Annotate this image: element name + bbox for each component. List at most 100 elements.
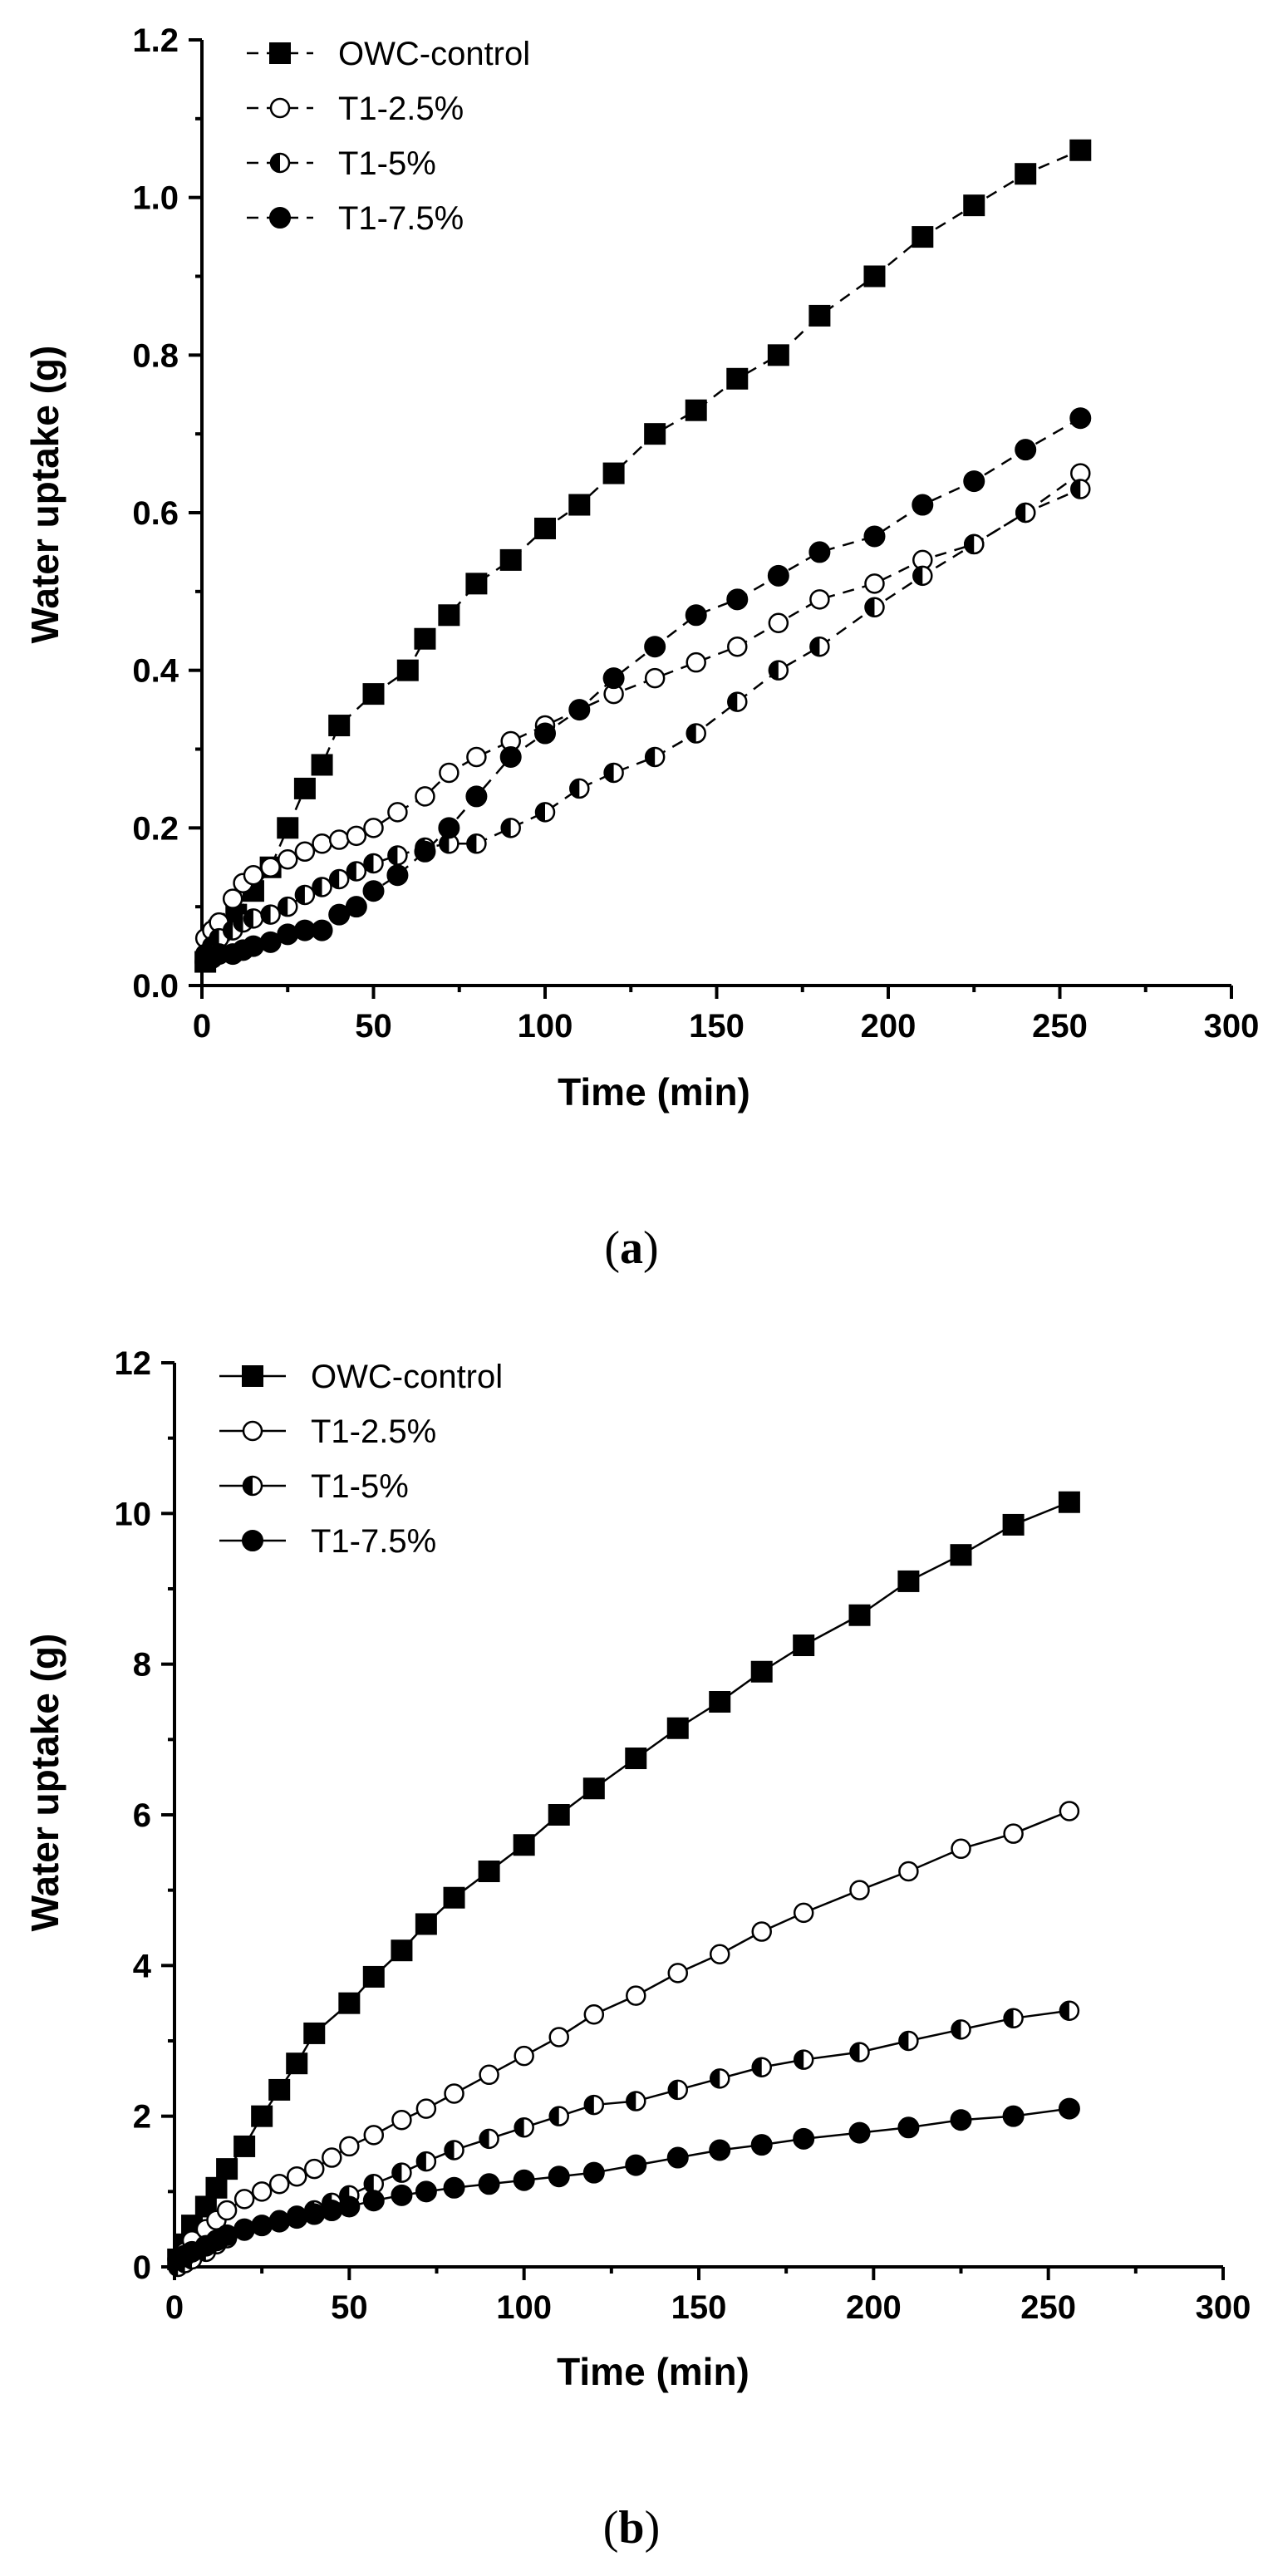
- data-point: [443, 2176, 465, 2199]
- data-point: [443, 1886, 465, 1909]
- legend-label: OWC-control: [311, 1359, 503, 1395]
- y-tick-label: 0.2: [132, 810, 179, 847]
- data-point: [479, 2128, 499, 2150]
- data-point: [338, 2195, 361, 2218]
- data-point: [709, 2139, 731, 2161]
- y-tick-label: 2: [133, 2099, 151, 2136]
- data-point: [387, 802, 408, 823]
- data-point: [363, 2174, 385, 2195]
- data-point: [534, 802, 556, 823]
- data-point: [514, 2117, 534, 2138]
- data-point: [362, 880, 385, 902]
- data-point: [514, 2045, 534, 2067]
- data-point: [898, 2030, 919, 2052]
- legend-marker: [269, 42, 291, 64]
- data-point: [386, 864, 409, 887]
- x-tick-label: 250: [1032, 1008, 1088, 1045]
- panel-label: (b): [603, 2502, 660, 2554]
- data-point: [912, 565, 933, 587]
- data-point: [751, 2057, 772, 2077]
- data-point: [1002, 1513, 1025, 1536]
- series-T1-2.5%: [194, 463, 1091, 949]
- data-point: [465, 785, 488, 808]
- data-point: [311, 754, 333, 776]
- data-point: [963, 194, 985, 217]
- data-point: [439, 762, 459, 784]
- data-point: [726, 367, 749, 390]
- data-point: [439, 833, 459, 854]
- legend-label: T1-7.5%: [338, 200, 464, 237]
- legend-item: T1-5%: [219, 1468, 409, 1505]
- data-point: [583, 2094, 605, 2116]
- data-point: [626, 1985, 646, 2006]
- x-tick-label: 300: [1196, 2289, 1251, 2326]
- data-point: [363, 2125, 385, 2146]
- y-tick-label: 8: [133, 1647, 151, 1684]
- data-point: [644, 636, 666, 658]
- legend-label: T1-7.5%: [311, 1523, 436, 1560]
- y-tick-label: 0: [133, 2249, 151, 2286]
- data-point: [964, 533, 985, 555]
- legend-label: T1-2.5%: [311, 1413, 436, 1450]
- data-point: [848, 2121, 871, 2144]
- legend-item: T1-2.5%: [219, 1413, 436, 1450]
- data-point: [951, 1838, 971, 1860]
- data-point: [963, 470, 985, 493]
- data-point: [750, 2134, 773, 2156]
- panel-b: Time (min) Water uptake (g) (b) 0 50 100 15…: [0, 1288, 1263, 2576]
- data-point: [864, 597, 885, 618]
- data-point: [809, 589, 830, 610]
- data-point: [328, 829, 350, 850]
- legend-marker: [242, 1475, 263, 1497]
- data-point: [548, 2166, 570, 2188]
- data-point: [534, 722, 556, 745]
- x-tick-label: 0: [193, 1008, 211, 1045]
- series-T1-7.5%: [167, 2097, 1080, 2270]
- data-point: [685, 604, 707, 627]
- data-point: [685, 399, 707, 421]
- data-point: [709, 1944, 730, 1964]
- data-point: [548, 1804, 570, 1826]
- series-T1-7.5%: [194, 407, 1092, 973]
- data-point: [260, 904, 281, 925]
- y-axis-title: Water uptake (g): [23, 1634, 66, 1932]
- data-point: [1003, 1823, 1024, 1844]
- data-point: [444, 2083, 464, 2104]
- data-point: [548, 2027, 569, 2048]
- data-point: [216, 2200, 238, 2221]
- data-point: [898, 1861, 919, 1882]
- x-tick-label: 200: [861, 1008, 917, 1045]
- legend-label: T1-5%: [338, 145, 436, 182]
- data-point: [912, 494, 934, 516]
- data-point: [216, 2158, 238, 2180]
- series-line: [204, 472, 1082, 939]
- data-point: [667, 2079, 689, 2101]
- data-point: [415, 2098, 437, 2119]
- data-point: [686, 723, 706, 744]
- data-point: [303, 2203, 326, 2225]
- chart-a: Time (min) Water uptake (g) (a) 0 50 100 15…: [23, 22, 1259, 1274]
- data-point: [864, 573, 885, 594]
- data-point: [686, 651, 706, 673]
- data-point: [793, 2049, 814, 2070]
- data-point: [534, 517, 556, 539]
- data-point: [793, 2127, 815, 2150]
- data-point: [727, 636, 748, 657]
- x-axis-title: Time (min): [558, 1070, 750, 1113]
- data-point: [222, 888, 243, 909]
- y-tick-label: 0.0: [132, 968, 179, 1005]
- series-line: [177, 2107, 1070, 2261]
- data-point: [863, 525, 886, 548]
- data-point: [293, 777, 316, 799]
- data-point: [500, 818, 521, 838]
- data-point: [466, 746, 487, 768]
- data-point: [849, 1880, 870, 1900]
- legend-marker: [242, 1365, 263, 1387]
- data-point: [644, 746, 666, 768]
- data-point: [286, 2166, 307, 2187]
- y-tick-label: 1.2: [132, 22, 179, 59]
- data-point: [260, 857, 281, 878]
- legend-marker: [269, 207, 291, 229]
- legend-label: T1-5%: [311, 1468, 409, 1505]
- data-point: [912, 226, 934, 248]
